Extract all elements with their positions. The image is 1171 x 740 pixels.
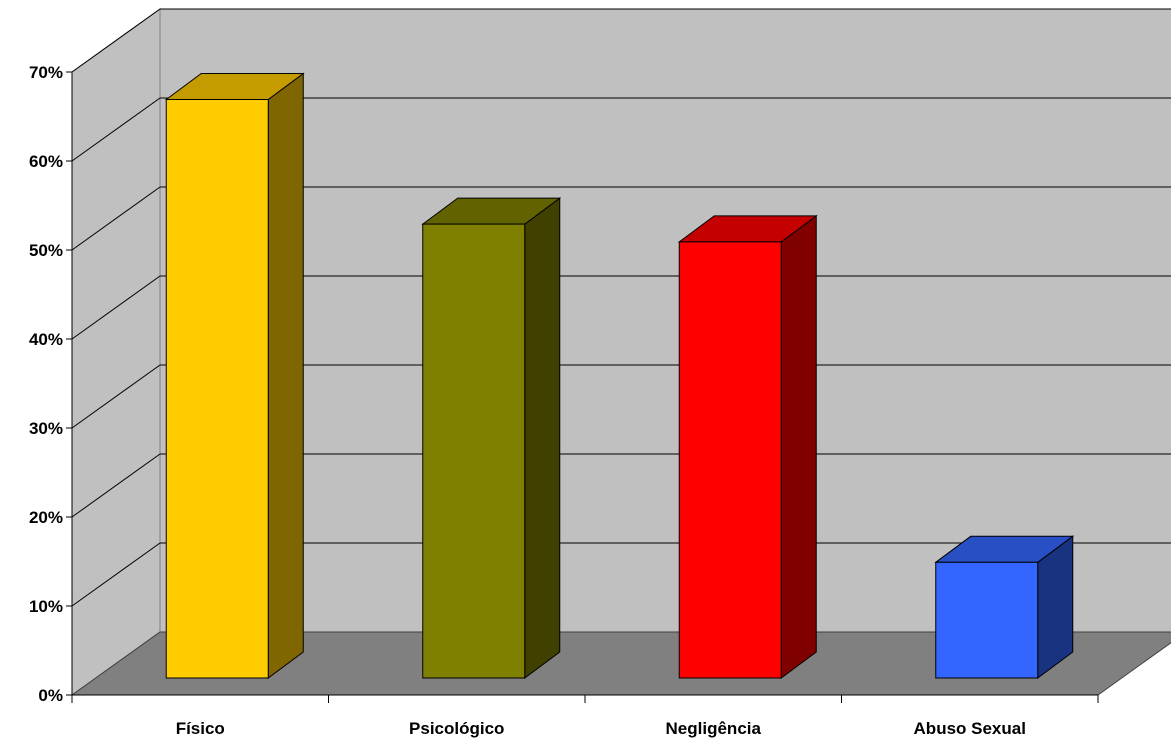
- x-category-label: Negligência: [666, 719, 762, 738]
- bar-front: [165, 99, 269, 679]
- bars: [164, 72, 1075, 679]
- gridline-side: [71, 8, 161, 73]
- bar-front: [422, 223, 526, 679]
- bar-front: [935, 561, 1039, 679]
- bar-side: [267, 72, 304, 679]
- x-category-label: Psicológico: [409, 719, 504, 738]
- bar-side: [780, 214, 817, 679]
- bar-físico: [164, 72, 305, 679]
- y-tick-label: 60%: [29, 152, 63, 171]
- gridlines: [71, 8, 1171, 607]
- gridline-side: [71, 364, 161, 429]
- x-axis-labels: Físico Psicológico Negligência Abuso Sexual: [71, 695, 1099, 738]
- gridline-side: [71, 453, 161, 518]
- x-category-label: Abuso Sexual: [914, 719, 1026, 738]
- gridline-side: [71, 542, 161, 607]
- y-tick-label: 10%: [29, 597, 63, 616]
- y-tick-label: 0%: [38, 686, 63, 705]
- x-category-label: Físico: [176, 719, 225, 738]
- side-wall: [71, 8, 161, 696]
- chart-walls: [71, 8, 1171, 696]
- y-tick-label: 70%: [29, 63, 63, 82]
- gridline-side: [71, 275, 161, 340]
- gridline-side: [71, 186, 161, 251]
- bar-front: [678, 241, 782, 679]
- y-axis-ticks: 0% 10% 20% 30% 40% 50% 60% 70%: [29, 63, 72, 705]
- bar-negligência: [677, 214, 818, 679]
- y-tick-label: 40%: [29, 330, 63, 349]
- bar-abuso-sexual: [934, 535, 1075, 679]
- y-tick-label: 50%: [29, 241, 63, 260]
- y-tick-label: 20%: [29, 508, 63, 527]
- gridline-side: [71, 97, 161, 162]
- bar-side: [524, 197, 561, 679]
- bar-psicológico: [421, 197, 562, 679]
- y-tick-label: 30%: [29, 419, 63, 438]
